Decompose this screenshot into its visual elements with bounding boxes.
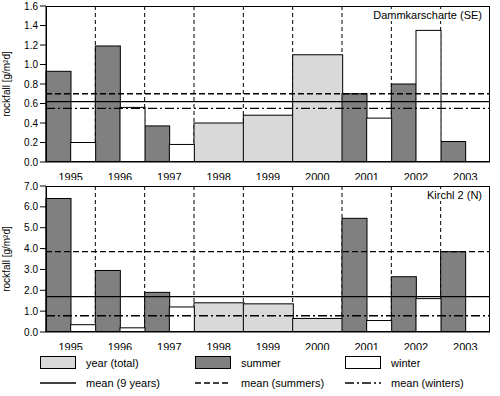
svg-text:1995: 1995 [58,341,82,350]
html-text:summer: summer [241,356,281,369]
svg-text:5.0: 5.0 [24,222,38,233]
svg-text:6.0: 6.0 [24,201,38,212]
svg-text:2003: 2003 [453,171,477,180]
svg-text:1996: 1996 [108,341,132,350]
svg-text:2001: 2001 [354,171,378,180]
svg-text:1.4: 1.4 [24,20,38,31]
svg-text:0.0: 0.0 [24,157,38,168]
svg-text:1998: 1998 [206,171,230,180]
svg-text:1.0: 1.0 [24,59,38,70]
html-text:mean (winters): mean (winters) [391,377,464,389]
svg-text:0.8: 0.8 [24,79,38,90]
svg-text:0.6: 0.6 [24,98,38,109]
svg-text:1998: 1998 [206,341,230,350]
svg-text:1995: 1995 [58,171,82,180]
svg-text:rockfall [g/m²d]: rockfall [g/m²d] [8,51,12,117]
svg-text:2002: 2002 [404,171,428,180]
svg-text:2003: 2003 [453,341,477,350]
svg-text:0.0: 0.0 [24,327,38,338]
svg-text:2001: 2001 [354,341,378,350]
svg-text:2002: 2002 [404,341,428,350]
html-text:mean (9 years): mean (9 years) [86,377,160,389]
svg-text:1.6: 1.6 [24,1,38,12]
svg-text:0.2: 0.2 [24,137,38,148]
svg-text:1996: 1996 [108,171,132,180]
svg-text:1.0: 1.0 [24,306,38,317]
svg-text:1.2: 1.2 [24,40,38,51]
svg-text:1997: 1997 [157,341,181,350]
svg-text:1997: 1997 [157,171,181,180]
svg-text:2.0: 2.0 [24,285,38,296]
svg-text:2000: 2000 [305,171,329,180]
html-text:mean (summers): mean (summers) [241,377,325,389]
html-text:winter: winter [391,356,421,369]
svg-text:1999: 1999 [256,171,280,180]
html-text:year (total): year (total) [86,356,139,369]
html-text:Dammkarscharte (SE): Dammkarscharte (SE) [373,9,482,21]
svg-text:rockfall [g/m²d]: rockfall [g/m²d] [8,226,12,292]
svg-text:4.0: 4.0 [24,243,38,254]
svg-text:1999: 1999 [256,341,280,350]
svg-text:7.0: 7.0 [24,181,38,192]
svg-text:3.0: 3.0 [24,264,38,275]
html-text:Kirchl 2 (N): Kirchl 2 (N) [427,189,482,201]
svg-text:0.4: 0.4 [24,118,38,129]
svg-text:2000: 2000 [305,341,329,350]
